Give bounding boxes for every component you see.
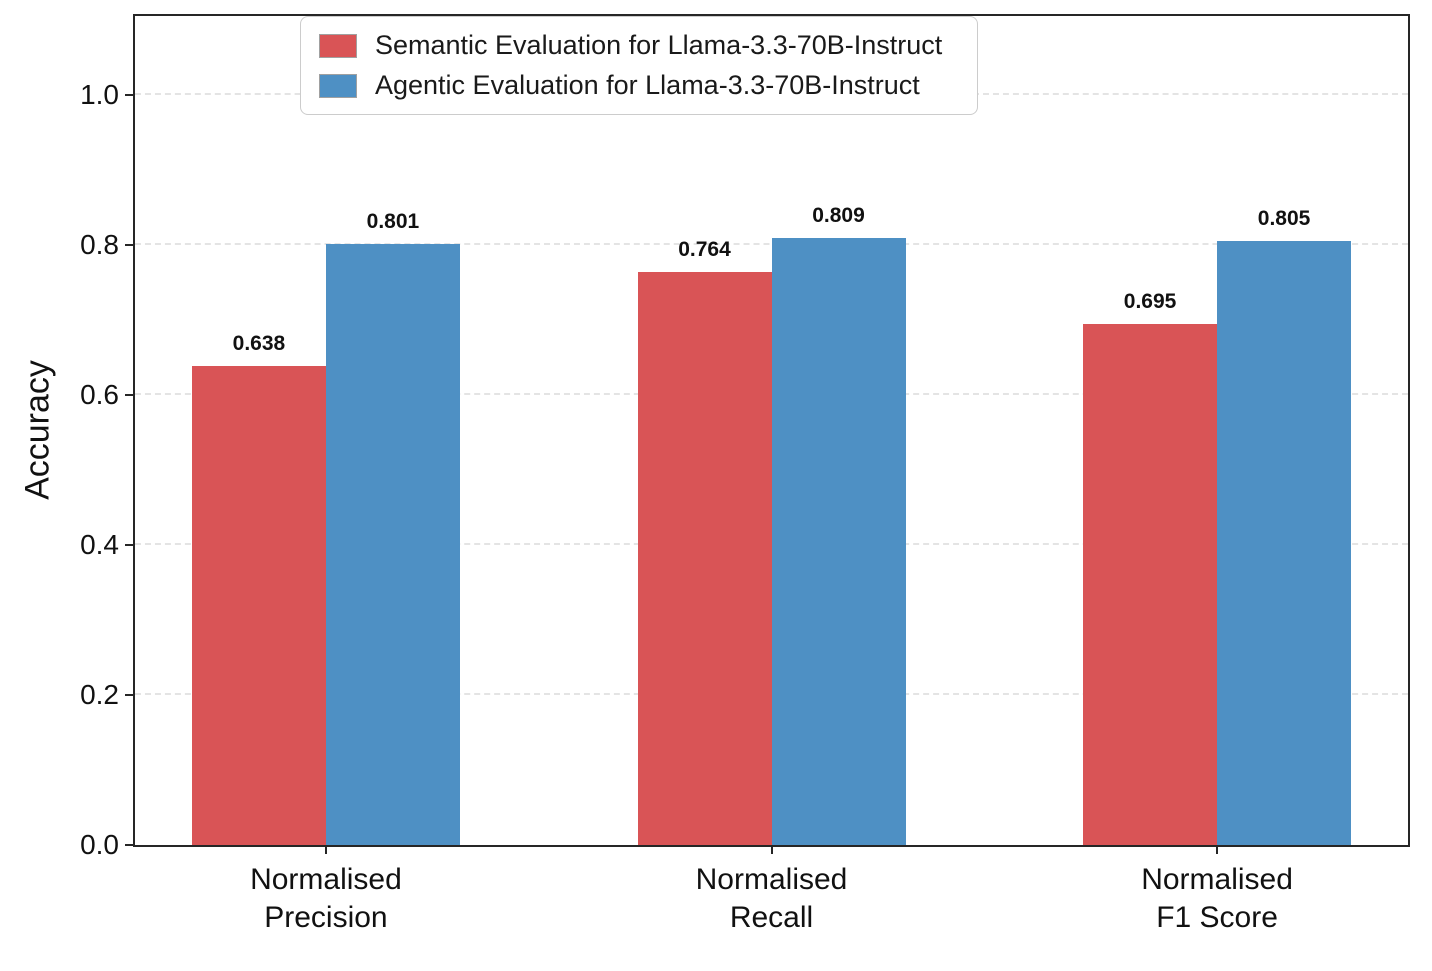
y-tick-mark [125, 393, 133, 396]
x-category-label: Normalised F1 Score [1141, 863, 1293, 934]
agentic-bar-1: 0.801 [325, 210, 460, 845]
x-tick-mark [324, 845, 327, 854]
bar-value-label: 0.695 [1123, 289, 1177, 313]
y-axis-label: Accuracy [18, 360, 57, 500]
semantic-bar-1: 0.638 [191, 332, 326, 845]
y-tick-label: 0.6 [80, 378, 119, 410]
y-tick-mark [125, 543, 133, 546]
y-tick-label: 0.8 [80, 228, 119, 260]
y-tick-label: 0.4 [80, 528, 119, 560]
bar-value-label: 0.764 [678, 237, 731, 261]
bar-value-label: 0.805 [1257, 207, 1311, 231]
agentic-bar-3: 0.805 [1217, 207, 1352, 845]
y-tick-label: 1.0 [80, 78, 119, 110]
legend-item-agentic: Agentic Evaluation for Llama-3.3-70B-Ins… [319, 70, 959, 101]
y-tick-mark [125, 693, 133, 696]
legend-item-semantic: Semantic Evaluation for Llama-3.3-70B-In… [319, 30, 959, 61]
x-category-label: Normalised Precision [250, 863, 402, 934]
bar-group-3: 0.695 0.805 [1083, 16, 1352, 845]
legend-swatch-agentic [319, 73, 357, 98]
legend-label-semantic: Semantic Evaluation for Llama-3.3-70B-In… [375, 30, 943, 60]
semantic-bar-3: 0.695 [1083, 290, 1218, 845]
plot-area: 0.0 0.2 0.4 0.6 0.8 1.0 0.638 0.801 Normalised P… [80, 14, 1410, 934]
legend-swatch-semantic [319, 33, 357, 58]
bar-value-label: 0.809 [812, 204, 865, 228]
legend-label-agentic: Agentic Evaluation for Llama-3.3-70B-Ins… [375, 70, 920, 100]
y-tick-label: 0.0 [80, 829, 119, 860]
legend: Semantic Evaluation for Llama-3.3-70B-In… [300, 16, 978, 115]
bar-group-1: 0.638 0.801 [191, 16, 460, 845]
agentic-bar-2: 0.809 [771, 204, 906, 845]
y-tick-mark [125, 844, 133, 846]
x-category-label: Normalised Recall [695, 863, 848, 934]
y-tick-mark [125, 93, 133, 96]
y-tick-label: 0.2 [80, 678, 119, 710]
bar-value-label: 0.638 [232, 332, 286, 356]
bar-group-2: 0.764 0.809 [637, 16, 906, 845]
x-tick-mark [770, 845, 773, 854]
x-tick-mark [1216, 845, 1219, 854]
bar-value-label: 0.801 [366, 210, 420, 234]
semantic-bar-2: 0.764 [637, 238, 772, 845]
y-tick-mark [125, 243, 133, 246]
